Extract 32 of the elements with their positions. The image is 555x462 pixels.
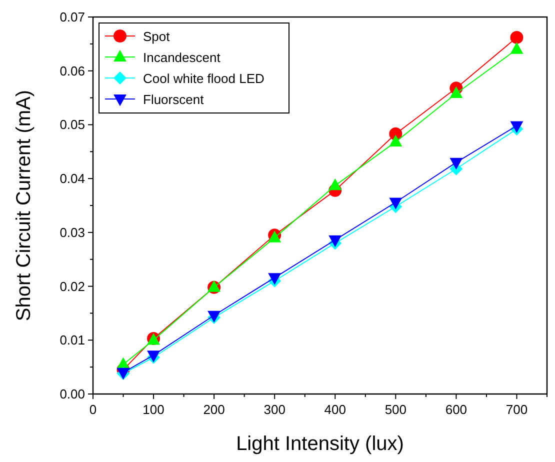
y-tick-label: 0.07 (60, 10, 85, 24)
x-tick-label: 0 (89, 402, 97, 417)
x-tick-label: 400 (324, 402, 346, 417)
point (328, 178, 342, 190)
point (510, 30, 524, 44)
point (389, 134, 402, 146)
legend-label: Fluorscent (143, 92, 204, 107)
point (328, 235, 342, 248)
y-tick-label: 0.03 (60, 224, 85, 240)
x-tick-label: 200 (203, 402, 225, 417)
x-tick-label: 700 (506, 402, 528, 417)
point (389, 198, 402, 210)
point (450, 158, 463, 170)
x-tick-label: 300 (264, 402, 286, 417)
legend-label: Spot (143, 29, 170, 44)
x-tick-label: 600 (445, 402, 468, 417)
legend-label: Cool white flood LED (143, 71, 264, 86)
y-tick-label: 0.01 (60, 332, 85, 348)
y-tick-label: 0.05 (60, 117, 85, 132)
point (450, 86, 463, 98)
y-tick-label: 0.04 (60, 171, 85, 186)
legend-label: Incandescent (143, 50, 221, 65)
x-tick-label: 100 (142, 402, 164, 417)
y-tick-label: 0.02 (60, 278, 85, 294)
point (510, 121, 524, 133)
y-tick-label: 0.00 (60, 386, 85, 402)
point (268, 273, 282, 285)
point (510, 42, 524, 54)
y-tick-label: 0.06 (60, 63, 85, 78)
x-tick-label: 500 (384, 402, 407, 417)
x-axis-title: Light Intensity (lux) (236, 433, 404, 455)
y-axis-title: Short Circuit Current (mA) (13, 90, 35, 322)
